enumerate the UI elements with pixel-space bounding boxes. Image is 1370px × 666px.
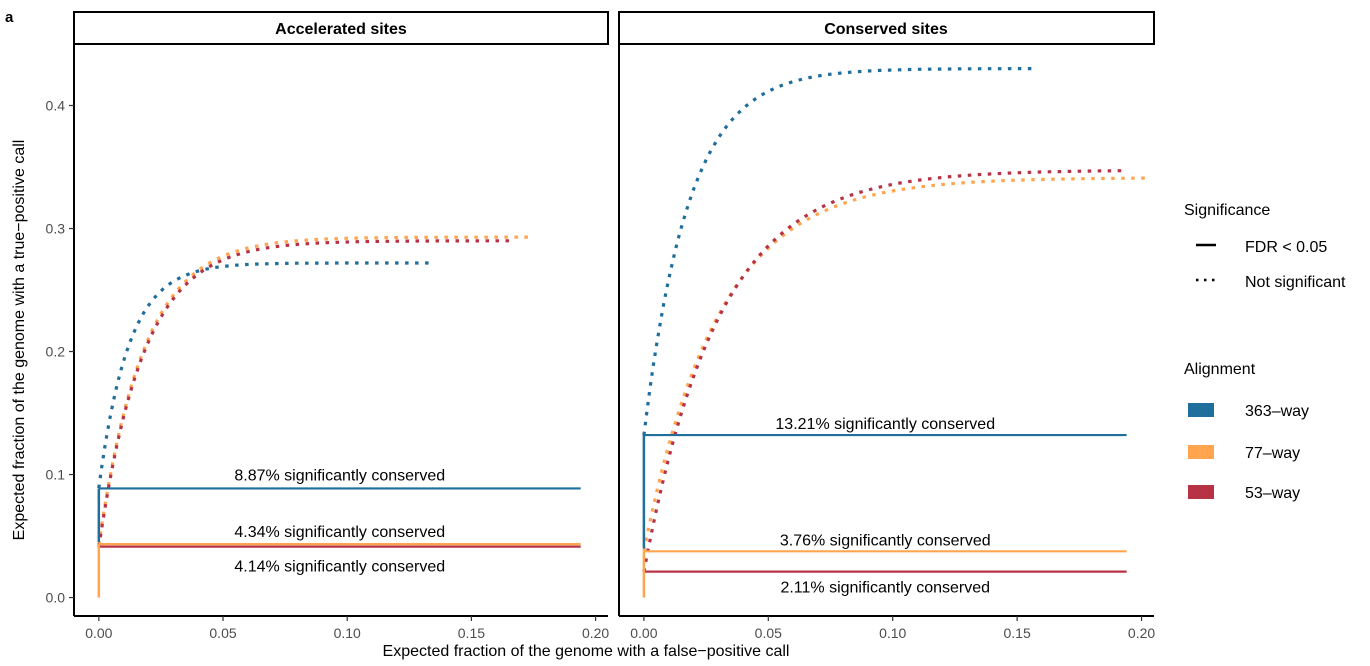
annotation-label: 13.21% significantly conserved: [775, 416, 995, 433]
curve-53-way: [642, 169, 1125, 572]
annotation-label: 3.76% significantly conserved: [780, 533, 991, 550]
x-tick-label: 0.05: [209, 625, 236, 641]
legend-swatch-363-way: [1188, 403, 1214, 417]
legend-alignment-title: Alignment: [1184, 361, 1256, 378]
y-axis: 0.0 0.1 0.2 0.3 0.4: [46, 98, 74, 606]
y-tick-label: 0.3: [46, 221, 66, 237]
x-tick-label: 0.10: [879, 625, 906, 641]
annotation-label: 2.11% significantly conserved: [780, 579, 990, 596]
y-tick-label: 0.2: [46, 344, 66, 360]
legend-significance-title: Significance: [1184, 202, 1270, 219]
legend-label-53-way: 53–way: [1245, 485, 1300, 502]
x-tick-label: 0.10: [334, 625, 361, 641]
legend-alignment: Alignment 363–way 77–way 53–way: [1184, 361, 1309, 502]
panel-conserved: Conserved sites 0.00 0.05 0.10 0.15 0.20 13.2…: [618, 11, 1155, 641]
x-tick-label: 0.20: [582, 625, 609, 641]
x-tick-label: 0.20: [1128, 625, 1155, 641]
y-tick-label: 0.1: [46, 467, 66, 483]
plot-area-accelerated: 0.00 0.05 0.10 0.15 0.20 8.87% significantly …: [73, 44, 609, 641]
panel-letter: a: [5, 9, 14, 26]
x-axis-title: Expected fraction of the genome with a f…: [383, 643, 790, 660]
curve-77-way: [97, 235, 529, 545]
curve-363-way: [97, 261, 435, 489]
legend-label-363-way: 363–way: [1245, 403, 1309, 420]
strip-title-accelerated: Accelerated sites: [275, 21, 407, 38]
plot-area-conserved: 0.00 0.05 0.10 0.15 0.20 13.21% significantly…: [618, 44, 1155, 641]
strip-accelerated: [73, 11, 609, 45]
curve-53-way: [97, 239, 514, 548]
annotation-label: 4.34% significantly conserved: [234, 524, 445, 541]
legend-significance: Significance FDR < 0.05 Not significant: [1184, 202, 1346, 291]
annotation-label: 4.14% significantly conserved: [234, 559, 445, 576]
legend-fdr-label: FDR < 0.05: [1245, 239, 1327, 256]
x-tick-label: 0.00: [85, 625, 112, 641]
strip-conserved: [618, 11, 1155, 45]
panel-accelerated: Accelerated sites 0.00 0.05 0.10 0.15 0.20 8.…: [73, 11, 609, 641]
curve-363-way: [642, 66, 1037, 436]
annotation-label: 8.87% significantly conserved: [234, 468, 445, 485]
legend-swatch-53-way: [1188, 485, 1214, 499]
y-tick-label: 0.0: [46, 590, 66, 606]
x-tick-label: 0.00: [630, 625, 657, 641]
x-tick-label: 0.15: [458, 625, 485, 641]
y-axis-title: Expected fraction of the genome with a t…: [11, 140, 28, 541]
legend-not-significant-label: Not significant: [1245, 274, 1346, 291]
legend-label-77-way: 77–way: [1245, 445, 1300, 462]
x-tick-label: 0.15: [1004, 625, 1031, 641]
strip-title-conserved: Conserved sites: [824, 21, 948, 38]
y-tick-label: 0.4: [46, 98, 66, 114]
legend-swatch-77-way: [1188, 445, 1214, 459]
x-tick-label: 0.05: [755, 625, 782, 641]
curve-77-way: [642, 176, 1149, 552]
